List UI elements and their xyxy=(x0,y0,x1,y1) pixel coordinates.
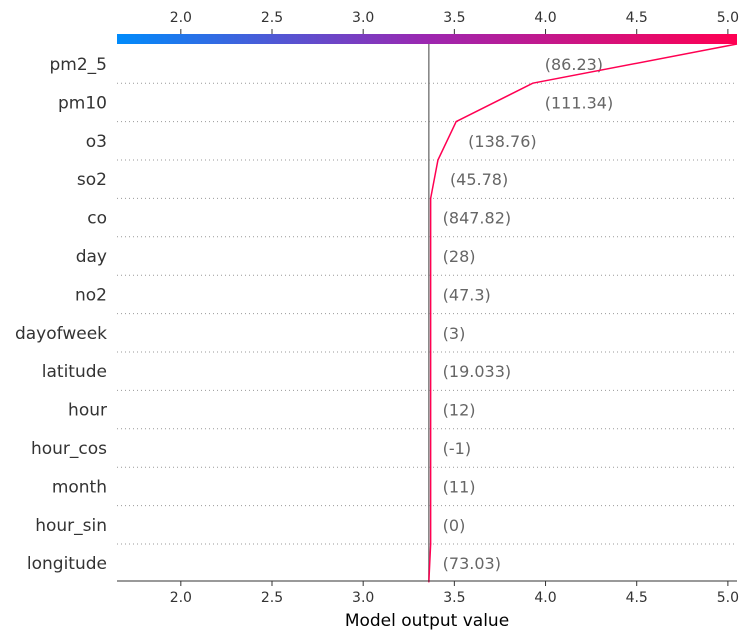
feature-label: no2 xyxy=(75,285,107,305)
bottom-tick-label: 5.0 xyxy=(717,590,739,606)
feature-label: hour_cos xyxy=(31,439,107,459)
top-tick-label: 3.0 xyxy=(352,10,374,26)
bottom-axis-ticks: 2.0 2.5 3.0 3.5 4.0 4.5 5.0 xyxy=(170,581,739,606)
top-tick-label: 2.0 xyxy=(170,10,192,26)
bottom-tick-label: 4.0 xyxy=(534,590,556,606)
feature-label: o3 xyxy=(86,132,107,152)
feature-value-label: (847.82) xyxy=(443,209,511,228)
feature-value-label: (0) xyxy=(443,516,466,535)
bottom-tick-label: 2.0 xyxy=(170,590,192,606)
feature-label: hour xyxy=(68,401,107,421)
top-tick-label: 5.0 xyxy=(717,10,739,26)
bottom-tick-label: 3.0 xyxy=(352,590,374,606)
feature-value-label: (28) xyxy=(443,247,476,266)
top-axis-ticks: 2.0 2.5 3.0 3.5 4.0 4.5 5.0 xyxy=(170,10,739,34)
feature-rows: pm2_5 (86.23) pm10 (111.34) o3 (138.76) so2 (45… xyxy=(15,55,613,574)
top-tick-label: 4.5 xyxy=(626,10,648,26)
decision-line xyxy=(428,43,738,583)
feature-label: pm10 xyxy=(58,93,107,113)
feature-value-label: (138.76) xyxy=(468,132,536,151)
feature-value-label: (12) xyxy=(443,401,476,420)
feature-value-label: (111.34) xyxy=(545,93,613,112)
x-axis-label: Model output value xyxy=(345,611,509,631)
feature-value-label: (47.3) xyxy=(443,285,491,304)
feature-value-label: (45.78) xyxy=(450,170,508,189)
colorbar xyxy=(117,34,737,44)
feature-value-label: (73.03) xyxy=(443,554,501,573)
feature-label: so2 xyxy=(77,170,107,190)
top-tick-label: 4.0 xyxy=(534,10,556,26)
feature-label: hour_sin xyxy=(35,516,107,536)
top-tick-label: 2.5 xyxy=(261,10,283,26)
bottom-tick-label: 3.5 xyxy=(443,590,465,606)
row-gridlines xyxy=(117,82,737,545)
feature-label: co xyxy=(87,209,107,229)
feature-label: month xyxy=(52,477,107,497)
top-tick-label: 3.5 xyxy=(443,10,465,26)
feature-value-label: (3) xyxy=(443,324,466,343)
feature-label: pm2_5 xyxy=(50,55,107,75)
feature-value-label: (19.033) xyxy=(443,362,511,381)
feature-value-label: (-1) xyxy=(443,439,471,458)
feature-value-label: (86.23) xyxy=(545,55,603,74)
feature-value-label: (11) xyxy=(443,477,476,496)
bottom-tick-label: 4.5 xyxy=(626,590,648,606)
feature-label: day xyxy=(76,247,107,267)
feature-label: longitude xyxy=(27,554,107,574)
feature-label: latitude xyxy=(42,362,107,382)
bottom-tick-label: 2.5 xyxy=(261,590,283,606)
feature-label: dayofweek xyxy=(15,324,107,344)
